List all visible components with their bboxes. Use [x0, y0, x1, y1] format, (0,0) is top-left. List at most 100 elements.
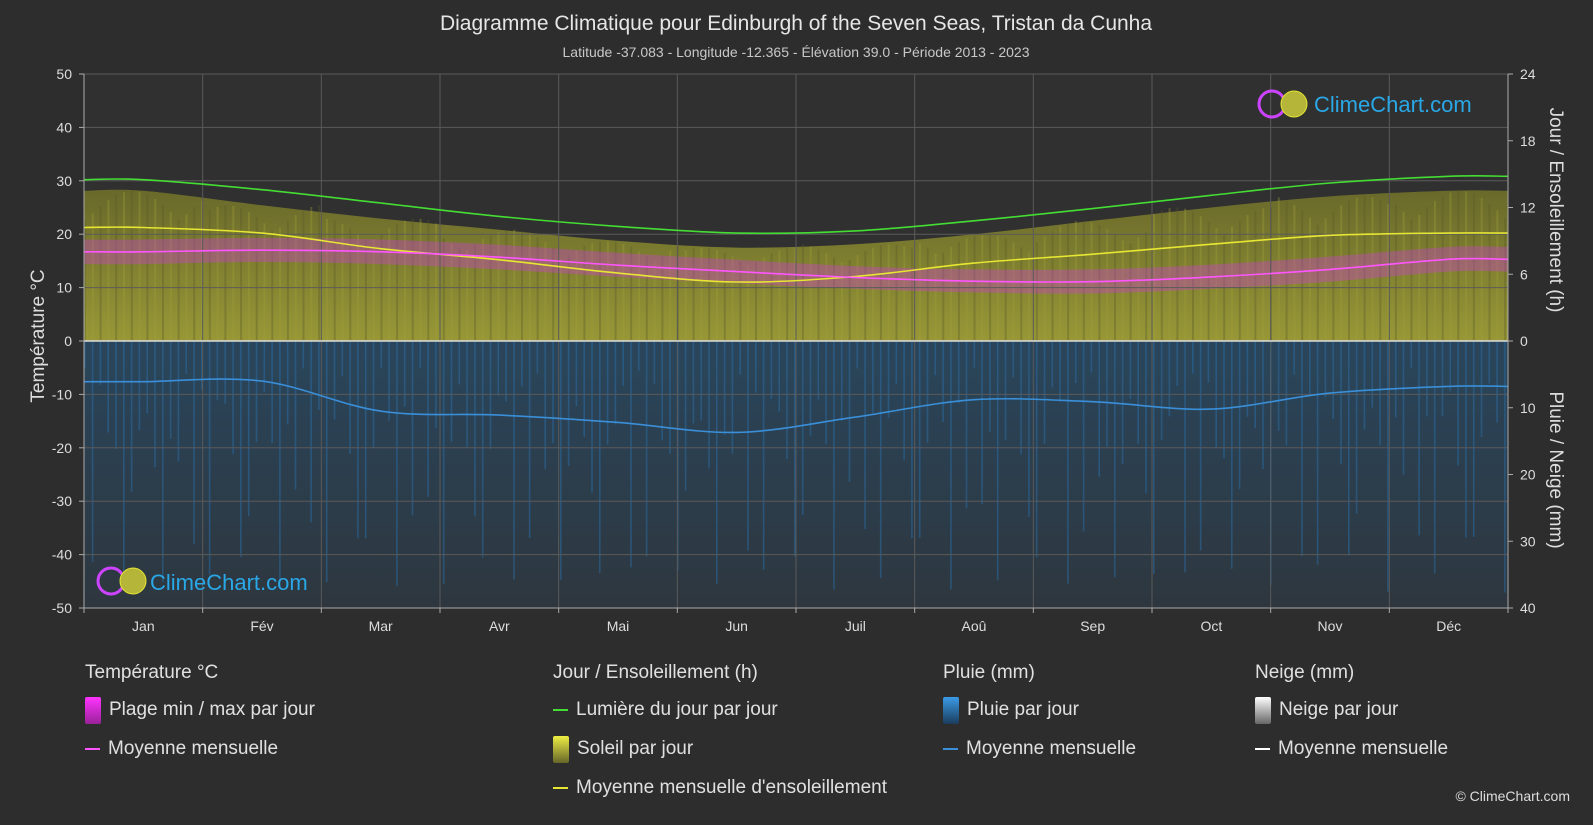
- legend-temp-mean: Moyenne mensuelle: [85, 737, 315, 761]
- left-tick-label: -50: [52, 600, 72, 616]
- rain-day-bar: [794, 341, 796, 557]
- right-top-tick-label: 12: [1520, 200, 1536, 216]
- rain-day-bar: [1059, 341, 1061, 403]
- sunshine-day-bar: [130, 190, 133, 341]
- rain-day-bar: [1192, 341, 1194, 374]
- rain-day-bar: [1465, 341, 1467, 538]
- rain-day-bar: [778, 341, 780, 412]
- sunshine-day-bar: [661, 255, 664, 341]
- legend-temperature: Température °C Plage min / max par jour …: [85, 662, 315, 776]
- legend-rain-title: Pluie (mm): [943, 662, 1035, 683]
- rain-day-bar: [918, 341, 921, 538]
- rain-day-bar: [185, 341, 187, 375]
- sunshine-day-bar: [146, 194, 149, 341]
- sunshine-day-bar: [208, 209, 211, 341]
- rain-day-bar: [622, 341, 624, 386]
- sunshine-day-bar: [1059, 226, 1062, 341]
- sunshine-day-bar: [318, 205, 321, 341]
- sunshine-day-bar: [786, 248, 789, 341]
- rain-day-bar: [1363, 341, 1366, 430]
- rain-day-bar: [169, 341, 172, 439]
- sunshine-day-bar: [1098, 225, 1101, 341]
- right-top-tick-label: 18: [1520, 133, 1536, 149]
- rain-day-bar: [1238, 341, 1241, 490]
- sunshine-day-bar: [560, 259, 562, 341]
- rain-day-bar: [1067, 341, 1069, 584]
- rain-day-bar: [567, 341, 570, 466]
- month-tick-label: Déc: [1436, 618, 1461, 634]
- rain-day-bar: [1394, 341, 1397, 418]
- sunshine-day-bar: [419, 218, 422, 341]
- rain-day-bar: [1153, 341, 1155, 574]
- sunshine-day-bar: [957, 242, 960, 341]
- legend-temp-mean-label: Moyenne mensuelle: [108, 738, 279, 759]
- rain-day-bar: [1309, 341, 1311, 396]
- sunshine-day-bar: [965, 238, 968, 341]
- rain-day-bar: [286, 341, 289, 425]
- rain-day-bar: [1379, 341, 1381, 446]
- rain-day-bar: [716, 341, 718, 584]
- rain-day-bar: [1332, 341, 1334, 420]
- rain-day-bar: [1137, 341, 1139, 444]
- sunshine-day-bar: [1324, 218, 1327, 341]
- sunshine-day-bar: [1301, 210, 1304, 341]
- sunshine-day-bar: [770, 253, 773, 341]
- sunshine-day-bar: [154, 199, 157, 341]
- rain-day-bar: [1262, 341, 1264, 470]
- sunshine-day-bar: [817, 249, 820, 341]
- rain-day-bar: [731, 341, 734, 454]
- legend-rain: Pluie (mm) Pluie par jour Moyenne mensue…: [943, 662, 1136, 776]
- sunshine-day-bar: [684, 250, 687, 341]
- sunshine-day-bar: [630, 247, 633, 341]
- legend-rain-day: Pluie par jour: [943, 696, 1136, 724]
- sunshine-day-bar: [216, 206, 219, 341]
- left-tick-label: 20: [56, 226, 72, 242]
- rain-day-bar: [224, 341, 226, 404]
- legend-sun-mean: Moyenne mensuelle d'ensoleillement: [553, 776, 887, 800]
- legend-daylight-label: Lumière du jour par jour: [576, 699, 778, 720]
- rain-day-bar: [1246, 341, 1249, 417]
- sunshine-day-bar: [341, 224, 344, 341]
- rain-day-bar: [1231, 341, 1233, 569]
- sunshine-day-bar: [1043, 236, 1046, 341]
- sunshine-day-bar: [411, 218, 414, 341]
- legend-rain-mean-label: Moyenne mensuelle: [966, 738, 1137, 759]
- sunshine-day-bar: [1285, 200, 1288, 341]
- left-tick-label: -10: [52, 386, 72, 402]
- month-tick-label: Juil: [845, 618, 866, 634]
- rain-day-bar: [349, 341, 351, 454]
- sunshine-day-bar: [762, 257, 765, 341]
- rain-day-bar: [193, 341, 195, 545]
- rain-day-bar: [91, 341, 94, 563]
- rain-mean-swatch: [943, 748, 958, 750]
- sunshine-day-bar: [1426, 207, 1429, 341]
- sunshine-day-bar: [84, 220, 86, 341]
- sunshine-day-bar: [1199, 216, 1202, 341]
- legend-sunshine: Soleil par jour: [553, 735, 887, 763]
- rain-day-bar: [1020, 341, 1022, 455]
- sunshine-day-bar: [1192, 211, 1194, 341]
- sunshine-day-bar: [91, 213, 94, 341]
- rain-day-bar: [1098, 341, 1100, 477]
- sunshine-day-bar: [864, 251, 867, 341]
- sunshine-day-bar: [1246, 215, 1249, 341]
- rain-day-bar: [115, 341, 117, 449]
- rain-day-bar: [247, 341, 250, 516]
- sunshine-day-bar: [1215, 228, 1218, 341]
- sunshine-day-bar: [700, 247, 703, 341]
- rain-day-bar: [708, 341, 710, 469]
- rain-day-bar: [1488, 341, 1491, 384]
- rain-day-bar: [489, 341, 492, 450]
- rain-day-bar: [528, 341, 531, 538]
- rain-day-bar: [1480, 341, 1483, 437]
- sunshine-day-bar: [442, 238, 445, 341]
- sunshine-day-bar: [903, 246, 906, 341]
- rain-day-bar: [536, 341, 539, 374]
- rain-day-bar: [419, 341, 422, 369]
- rain-day-bar: [123, 341, 125, 572]
- sunshine-day-bar: [1176, 207, 1179, 341]
- rain-day-bar: [1504, 341, 1506, 593]
- sunshine-day-bar: [801, 244, 804, 341]
- sunshine-day-bar: [1145, 231, 1148, 341]
- rain-day-bar: [497, 341, 500, 396]
